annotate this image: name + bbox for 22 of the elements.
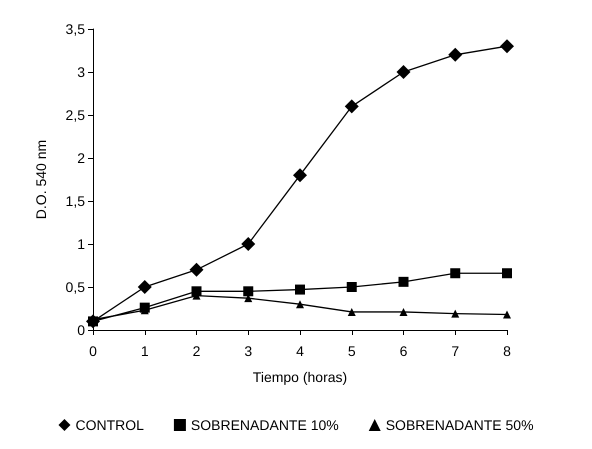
x-tick-label: 1 [140,343,149,359]
x-tick-label: 0 [89,343,98,359]
y-tick-label: 2 [77,150,86,166]
y-tick-label: 1 [77,236,86,252]
x-axis-title: Tiempo (horas) [252,369,348,385]
x-tick-label: 6 [400,343,408,359]
x-tick-label: 2 [192,343,201,359]
y-tick-label: 1,5 [66,193,86,209]
x-tick-label: 5 [348,343,356,359]
legend-label: SOBRENADANTE 50% [386,417,534,433]
x-tick-label: 8 [503,343,512,359]
y-tick-label: 3,5 [66,21,86,37]
y-tick-label: 3 [77,64,86,80]
legend-label: CONTROL [75,417,144,433]
x-tick-label: 3 [244,343,252,359]
y-tick-label: 0,5 [66,279,86,295]
x-tick-label: 7 [451,343,460,359]
x-tick-label: 4 [296,343,304,359]
y-tick-label: 0 [77,322,86,338]
legend-label: SOBRENADANTE 10% [190,417,339,433]
y-axis-title: D.O. 540 nm [33,140,49,220]
y-tick-label: 2,5 [66,107,86,123]
